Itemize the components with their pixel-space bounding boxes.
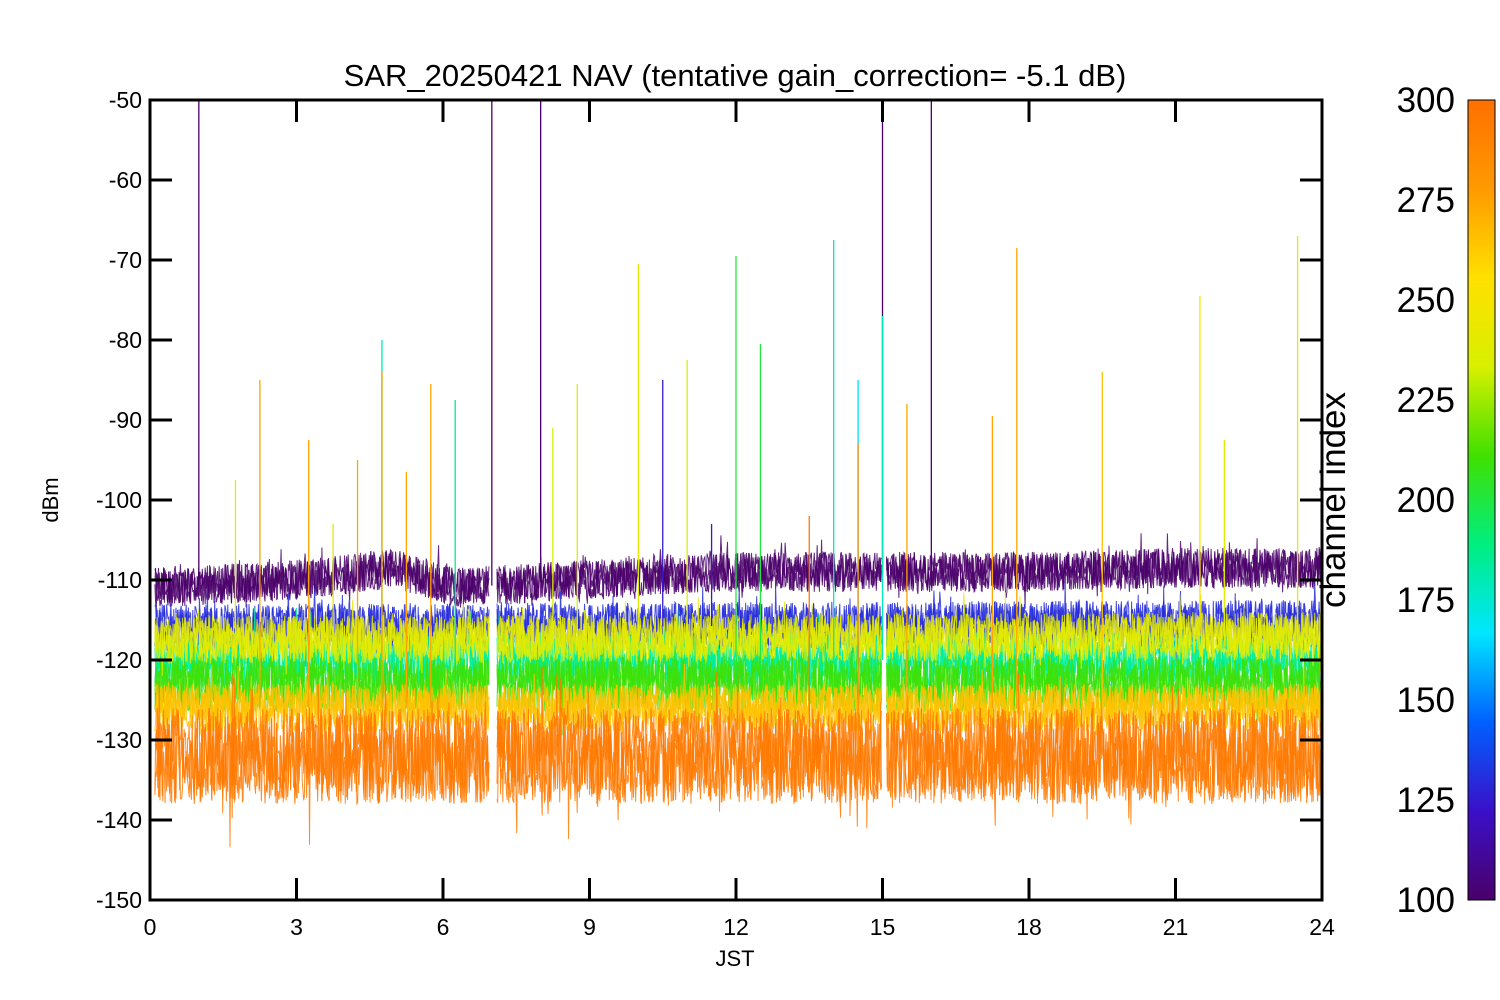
colorbar-tick-label: 250 bbox=[1397, 281, 1455, 320]
colorbar-gradient bbox=[1467, 99, 1496, 901]
y-tick-label: -70 bbox=[109, 247, 142, 273]
spike-layer bbox=[198, 100, 1299, 756]
colorbar: 100 125 150 175 200 225 250 275 300 channel inde… bbox=[1314, 81, 1496, 920]
x-tick-label: 6 bbox=[437, 914, 450, 940]
band-trace bbox=[154, 592, 1322, 668]
x-tick-label: 18 bbox=[1016, 914, 1042, 940]
y-tick-label: -60 bbox=[109, 167, 142, 193]
colorbar-label: channel index bbox=[1314, 392, 1353, 608]
x-tick-label: 9 bbox=[583, 914, 596, 940]
x-axis: 0 3 6 9 12 15 18 21 24 bbox=[144, 100, 1335, 940]
band-trace bbox=[154, 666, 1322, 827]
colorbar-ticks: 100 125 150 175 200 225 250 275 300 bbox=[1397, 81, 1455, 920]
colorbar-tick-label: 100 bbox=[1397, 881, 1455, 920]
x-tick-label: 3 bbox=[290, 914, 303, 940]
x-axis-label: JST bbox=[715, 946, 754, 971]
y-tick-label: -120 bbox=[96, 647, 142, 673]
chart-title: SAR_20250421 NAV (tentative gain_correct… bbox=[344, 58, 1127, 93]
x-tick-label: 15 bbox=[870, 914, 896, 940]
x-tick-label: 21 bbox=[1163, 914, 1189, 940]
y-axis-label: dBm bbox=[38, 477, 63, 522]
y-tick-label: -100 bbox=[96, 487, 142, 513]
y-tick-label: -140 bbox=[96, 807, 142, 833]
y-tick-label: -50 bbox=[109, 87, 142, 113]
y-tick-label: -80 bbox=[109, 327, 142, 353]
y-tick-label: -90 bbox=[109, 407, 142, 433]
data-layer bbox=[154, 533, 1322, 848]
colorbar-tick-label: 200 bbox=[1397, 481, 1455, 520]
x-tick-label: 0 bbox=[144, 914, 157, 940]
colorbar-tick-label: 175 bbox=[1397, 581, 1455, 620]
colorbar-tick-label: 125 bbox=[1397, 781, 1455, 820]
y-tick-label: -110 bbox=[98, 567, 142, 593]
y-axis: -50 -60 -70 -80 -90 -100 -110 -120 -130 -140 -150 bbox=[96, 87, 1322, 913]
colorbar-tick-label: 150 bbox=[1397, 681, 1455, 720]
band-trace bbox=[154, 533, 1322, 609]
y-tick-label: -150 bbox=[96, 887, 142, 913]
x-tick-label: 24 bbox=[1309, 914, 1335, 940]
y-tick-label: -130 bbox=[96, 727, 142, 753]
colorbar-tick-label: 300 bbox=[1397, 81, 1455, 120]
colorbar-tick-label: 275 bbox=[1397, 181, 1455, 220]
x-tick-label: 12 bbox=[723, 914, 749, 940]
colorbar-tick-label: 225 bbox=[1397, 381, 1455, 420]
